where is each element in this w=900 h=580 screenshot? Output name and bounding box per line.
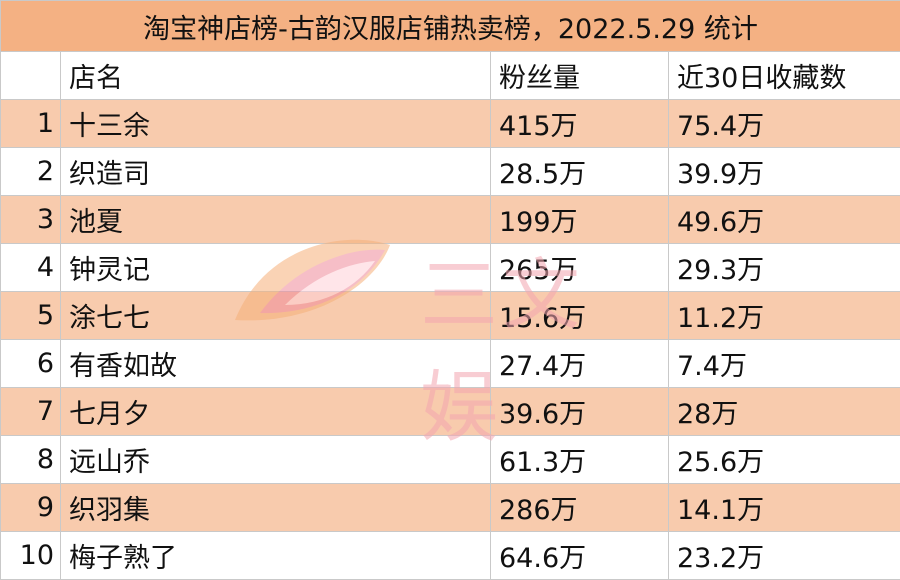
row-name: 钟灵记 <box>61 244 491 292</box>
header-fav: 近30日收藏数 <box>669 52 900 100</box>
table-row: 9 织羽集 286万 14.1万 <box>1 484 900 532</box>
row-fav: 25.6万 <box>669 436 900 484</box>
table-row: 1 十三余 415万 75.4万 <box>1 100 900 148</box>
row-fans: 286万 <box>491 484 669 532</box>
row-fav: 39.9万 <box>669 148 900 196</box>
row-fans: 199万 <box>491 196 669 244</box>
row-fans: 28.5万 <box>491 148 669 196</box>
row-index: 9 <box>1 484 61 532</box>
table-title: 淘宝神店榜-古韵汉服店铺热卖榜，2022.5.29 统计 <box>1 1 900 52</box>
row-name: 池夏 <box>61 196 491 244</box>
table-row: 4 钟灵记 265万 29.3万 <box>1 244 900 292</box>
row-fav: 29.3万 <box>669 244 900 292</box>
row-name: 梅子熟了 <box>61 532 491 580</box>
row-fans: 27.4万 <box>491 340 669 388</box>
row-index: 6 <box>1 340 61 388</box>
row-name: 涂七七 <box>61 292 491 340</box>
row-index: 1 <box>1 100 61 148</box>
table-row: 6 有香如故 27.4万 7.4万 <box>1 340 900 388</box>
row-fav: 14.1万 <box>669 484 900 532</box>
table-row: 8 远山乔 61.3万 25.6万 <box>1 436 900 484</box>
row-index: 7 <box>1 388 61 436</box>
row-index: 2 <box>1 148 61 196</box>
header-row: 店名 粉丝量 近30日收藏数 <box>1 52 900 100</box>
table-row: 5 涂七七 15.6万 11.2万 <box>1 292 900 340</box>
row-fav: 7.4万 <box>669 340 900 388</box>
row-index: 10 <box>1 532 61 580</box>
header-fans: 粉丝量 <box>491 52 669 100</box>
row-index: 8 <box>1 436 61 484</box>
row-fans: 15.6万 <box>491 292 669 340</box>
title-row: 淘宝神店榜-古韵汉服店铺热卖榜，2022.5.29 统计 <box>1 1 900 52</box>
row-name: 织羽集 <box>61 484 491 532</box>
row-fav: 49.6万 <box>669 196 900 244</box>
row-index: 3 <box>1 196 61 244</box>
header-name: 店名 <box>61 52 491 100</box>
table-row: 2 织造司 28.5万 39.9万 <box>1 148 900 196</box>
row-fans: 61.3万 <box>491 436 669 484</box>
row-fans: 64.6万 <box>491 532 669 580</box>
table-row: 3 池夏 199万 49.6万 <box>1 196 900 244</box>
row-fav: 23.2万 <box>669 532 900 580</box>
row-fav: 28万 <box>669 388 900 436</box>
header-index <box>1 52 61 100</box>
table-row: 10 梅子熟了 64.6万 23.2万 <box>1 532 900 580</box>
row-index: 5 <box>1 292 61 340</box>
row-name: 七月夕 <box>61 388 491 436</box>
row-name: 远山乔 <box>61 436 491 484</box>
row-fans: 415万 <box>491 100 669 148</box>
row-name: 十三余 <box>61 100 491 148</box>
row-fans: 265万 <box>491 244 669 292</box>
row-fans: 39.6万 <box>491 388 669 436</box>
row-fav: 11.2万 <box>669 292 900 340</box>
row-fav: 75.4万 <box>669 100 900 148</box>
row-index: 4 <box>1 244 61 292</box>
table-row: 7 七月夕 39.6万 28万 <box>1 388 900 436</box>
row-name: 织造司 <box>61 148 491 196</box>
row-name: 有香如故 <box>61 340 491 388</box>
